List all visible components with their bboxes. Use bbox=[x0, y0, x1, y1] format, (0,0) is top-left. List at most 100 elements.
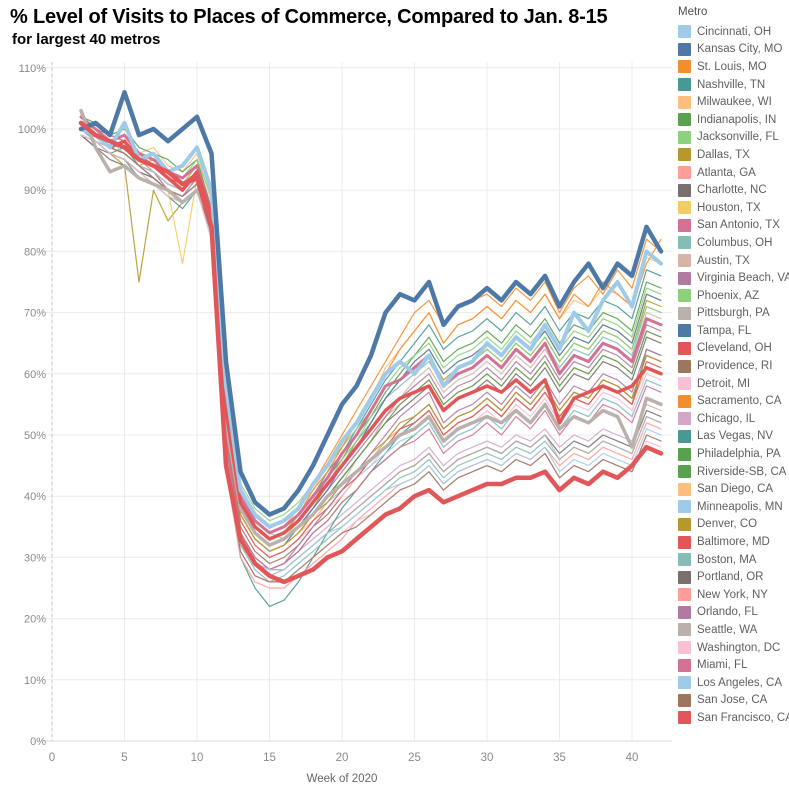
legend-swatch bbox=[678, 289, 691, 303]
legend-item-los-angeles-ca[interactable]: Los Angeles, CA bbox=[678, 674, 788, 692]
series-line-cincinnati-oh[interactable] bbox=[79, 120, 663, 529]
legend-item-orlando-fl[interactable]: Orlando, FL bbox=[678, 604, 788, 622]
legend-item-phoenix-az[interactable]: Phoenix, AZ bbox=[678, 287, 788, 305]
legend-item-san-antonio-tx[interactable]: San Antonio, TX bbox=[678, 217, 788, 235]
legend-swatch bbox=[678, 570, 691, 584]
legend-swatch bbox=[678, 535, 691, 549]
series-line-austin-tx[interactable] bbox=[80, 122, 662, 559]
legend-item-sacramento-ca[interactable]: Sacramento, CA bbox=[678, 392, 788, 410]
y-tick-label: 20% bbox=[24, 614, 46, 626]
series-line-kansas-city-mo[interactable] bbox=[78, 90, 664, 517]
y-tick-label: 10% bbox=[24, 675, 46, 687]
series-line-san-francisco-ca[interactable] bbox=[78, 120, 664, 585]
legend-swatch bbox=[678, 588, 691, 602]
series-line-detroit-mi[interactable] bbox=[80, 122, 662, 559]
legend-swatch bbox=[678, 183, 691, 197]
legend-item-houston-tx[interactable]: Houston, TX bbox=[678, 199, 788, 217]
y-tick-label: 110% bbox=[19, 63, 47, 75]
legend-swatch bbox=[678, 148, 691, 162]
legend-swatch bbox=[678, 95, 691, 109]
legend-item-detroit-mi[interactable]: Detroit, MI bbox=[678, 375, 788, 393]
legend-item-kansas-city-mo[interactable]: Kansas City, MO bbox=[678, 41, 788, 59]
legend-swatch bbox=[678, 306, 691, 320]
series-line-denver-co[interactable] bbox=[80, 116, 662, 552]
legend-swatch bbox=[678, 324, 691, 338]
y-tick-label: 40% bbox=[24, 491, 46, 503]
legend-item-virginia-beach-va[interactable]: Virginia Beach, VA bbox=[678, 269, 789, 287]
legend-item-providence-ri[interactable]: Providence, RI bbox=[678, 357, 788, 375]
legend-swatch bbox=[678, 60, 691, 74]
legend-item-tampa-fl[interactable]: Tampa, FL bbox=[678, 322, 788, 340]
legend-title: Metro bbox=[678, 6, 708, 18]
y-tick-label: 50% bbox=[24, 430, 46, 442]
legend-item-label: Orlando, FL bbox=[697, 606, 758, 619]
legend-item-cleveland-oh[interactable]: Cleveland, OH bbox=[678, 340, 788, 358]
page-title: % Level of Visits to Places of Commerce,… bbox=[10, 6, 608, 28]
legend-item-label: Austin, TX bbox=[697, 254, 750, 267]
legend-item-cincinnati-oh[interactable]: Cincinnati, OH bbox=[678, 23, 788, 41]
legend-item-miami-fl[interactable]: Miami, FL bbox=[678, 656, 788, 674]
legend-item-jacksonville-fl[interactable]: Jacksonville, FL bbox=[678, 129, 788, 147]
legend-item-washington-dc[interactable]: Washington, DC bbox=[678, 639, 788, 657]
series-line-san-jose-ca[interactable] bbox=[80, 122, 662, 583]
x-tick-label: 15 bbox=[263, 752, 276, 764]
legend-item-charlotte-nc[interactable]: Charlotte, NC bbox=[678, 181, 788, 199]
x-tick-label: 0 bbox=[49, 752, 55, 764]
legend-item-denver-co[interactable]: Denver, CO bbox=[678, 516, 788, 534]
legend-item-san-diego-ca[interactable]: San Diego, CA bbox=[678, 480, 788, 498]
legend-item-philadelphia-pa[interactable]: Philadelphia, PA bbox=[678, 445, 788, 463]
legend-item-label: Portland, OR bbox=[697, 571, 764, 584]
legend-item-label: Kansas City, MO bbox=[697, 43, 783, 56]
legend: Metro Cincinnati, OH Kansas City, MO St. L… bbox=[678, 6, 789, 727]
legend-item-label: Dallas, TX bbox=[697, 148, 750, 161]
x-axis-title: Week of 2020 bbox=[307, 773, 378, 785]
legend-item-label: Indianapolis, IN bbox=[697, 113, 777, 126]
legend-swatch bbox=[678, 500, 691, 514]
y-tick-label: 70% bbox=[24, 308, 46, 320]
legend-item-nashville-tn[interactable]: Nashville, TN bbox=[678, 76, 788, 94]
legend-item-label: St. Louis, MO bbox=[697, 60, 767, 73]
legend-item-st-louis-mo[interactable]: St. Louis, MO bbox=[678, 58, 788, 76]
legend-item-label: New York, NY bbox=[697, 588, 768, 601]
legend-item-las-vegas-nv[interactable]: Las Vegas, NV bbox=[678, 428, 788, 446]
legend-swatch bbox=[678, 482, 691, 496]
legend-item-label: Virginia Beach, VA bbox=[697, 272, 789, 285]
legend-item-portland-or[interactable]: Portland, OR bbox=[678, 568, 788, 586]
x-tick-label: 10 bbox=[191, 752, 204, 764]
legend-item-label: Riverside-SB, CA bbox=[697, 465, 787, 478]
x-tick-label: 25 bbox=[408, 752, 421, 764]
legend-swatch bbox=[678, 236, 691, 250]
legend-item-seattle-wa[interactable]: Seattle, WA bbox=[678, 621, 788, 639]
legend-item-baltimore-md[interactable]: Baltimore, MD bbox=[678, 533, 788, 551]
legend-item-minneapolis-mn[interactable]: Minneapolis, MN bbox=[678, 498, 788, 516]
legend-item-austin-tx[interactable]: Austin, TX bbox=[678, 252, 788, 270]
y-tick-label: 60% bbox=[24, 369, 46, 381]
legend-item-atlanta-ga[interactable]: Atlanta, GA bbox=[678, 164, 788, 182]
legend-item-chicago-il[interactable]: Chicago, IL bbox=[678, 410, 788, 428]
legend-item-milwaukee-wi[interactable]: Milwaukee, WI bbox=[678, 93, 788, 111]
legend-item-label: San Jose, CA bbox=[697, 694, 768, 707]
legend-item-indianapolis-in[interactable]: Indianapolis, IN bbox=[678, 111, 788, 129]
legend-item-pittsburgh-pa[interactable]: Pittsburgh, PA bbox=[678, 305, 788, 323]
legend-item-san-jose-ca[interactable]: San Jose, CA bbox=[678, 692, 788, 710]
series-line-san-antonio-tx[interactable] bbox=[79, 115, 663, 535]
legend-item-riverside-sb-ca[interactable]: Riverside-SB, CA bbox=[678, 463, 788, 481]
legend-swatch bbox=[678, 42, 691, 56]
legend-item-label: Seattle, WA bbox=[697, 623, 758, 636]
legend-item-boston-ma[interactable]: Boston, MA bbox=[678, 551, 788, 569]
legend-item-dallas-tx[interactable]: Dallas, TX bbox=[678, 146, 788, 164]
legend-item-columbus-oh[interactable]: Columbus, OH bbox=[678, 234, 788, 252]
legend-item-san-francisco-ca[interactable]: San Francisco, CA bbox=[678, 709, 789, 727]
legend-item-new-york-ny[interactable]: New York, NY bbox=[678, 586, 788, 604]
x-tick-label: 5 bbox=[121, 752, 127, 764]
series-line-las-vegas-nv[interactable] bbox=[80, 134, 662, 608]
legend-swatch bbox=[678, 429, 691, 443]
series-line-cleveland-oh[interactable] bbox=[79, 127, 663, 541]
legend-item-label: Denver, CO bbox=[697, 518, 758, 531]
series-line-pittsburgh-pa[interactable] bbox=[79, 108, 663, 547]
legend-swatch bbox=[678, 25, 691, 39]
x-tick-label: 30 bbox=[481, 752, 494, 764]
legend-item-label: Pittsburgh, PA bbox=[697, 307, 770, 320]
legend-swatch bbox=[678, 201, 691, 215]
